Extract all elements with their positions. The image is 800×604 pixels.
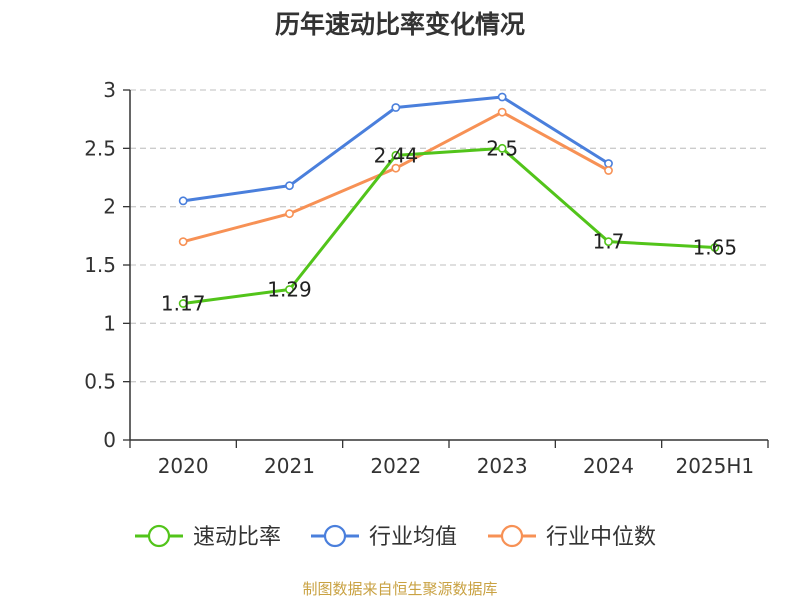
legend-marker — [323, 524, 347, 548]
y-tick-label: 2.5 — [84, 136, 116, 160]
grid-lines — [130, 89, 768, 383]
data-point — [178, 299, 188, 308]
y-tick-label: 1 — [103, 311, 116, 335]
data-labels: 1.17 1.29 2.44 2.5 1.7 1.65 — [161, 136, 737, 315]
data-point — [178, 237, 188, 247]
data-point — [710, 243, 720, 252]
legend-item: 行业均值 — [311, 524, 457, 550]
x-tick-label: 2020 — [158, 454, 209, 478]
x-tick-label: 2021 — [264, 454, 315, 478]
data-point — [497, 107, 507, 117]
legend: 速动比率 行业均值 行业中位数 — [135, 524, 656, 550]
y-tick-label: 0.5 — [84, 370, 116, 394]
legend-item: 速动比率 — [135, 524, 281, 550]
data-label: 1.65 — [693, 236, 738, 260]
data-point — [604, 166, 613, 175]
axes: 0 0.5 1 1.5 2 2.5 3 2020 2021 2022 2023 2024 2025H1 — [84, 78, 769, 478]
legend-marker — [500, 524, 524, 548]
y-tick-label: 0 — [103, 428, 116, 452]
legend-label: 行业均值 — [369, 525, 457, 550]
series-line — [182, 110, 610, 244]
y-tick-label: 3 — [103, 78, 116, 102]
y-tick-label: 2 — [103, 195, 116, 219]
source-note: 制图数据来自恒生聚源数据库 — [302, 580, 497, 598]
data-label: 1.7 — [593, 230, 625, 254]
data-point — [391, 150, 401, 160]
data-label: 2.44 — [374, 143, 419, 167]
data-point — [604, 237, 613, 247]
x-tick-label: 2023 — [477, 454, 528, 478]
data-label: 1.17 — [161, 292, 206, 316]
data-point — [497, 143, 507, 153]
x-tick-label: 2024 — [583, 454, 634, 478]
y-tick-label: 1.5 — [84, 253, 116, 277]
legend-item: 行业中位数 — [488, 524, 656, 550]
data-point — [285, 209, 294, 219]
chart-title: 历年速动比率变化情况 — [275, 10, 525, 39]
legend-label: 速动比率 — [193, 525, 281, 550]
data-point — [391, 163, 401, 173]
series-lines — [178, 92, 720, 308]
data-label: 1.29 — [267, 278, 312, 302]
series-line — [182, 146, 715, 305]
legend-marker — [147, 524, 171, 548]
data-point — [497, 92, 507, 102]
x-tick-label: 2022 — [370, 454, 421, 478]
x-tick-label: 2025H1 — [675, 454, 754, 478]
data-label: 2.5 — [486, 136, 518, 160]
legend-label: 行业中位数 — [546, 525, 656, 550]
data-point — [604, 159, 613, 168]
data-point — [391, 103, 401, 112]
data-point — [285, 181, 294, 191]
data-point — [285, 285, 294, 294]
data-point — [178, 196, 188, 206]
